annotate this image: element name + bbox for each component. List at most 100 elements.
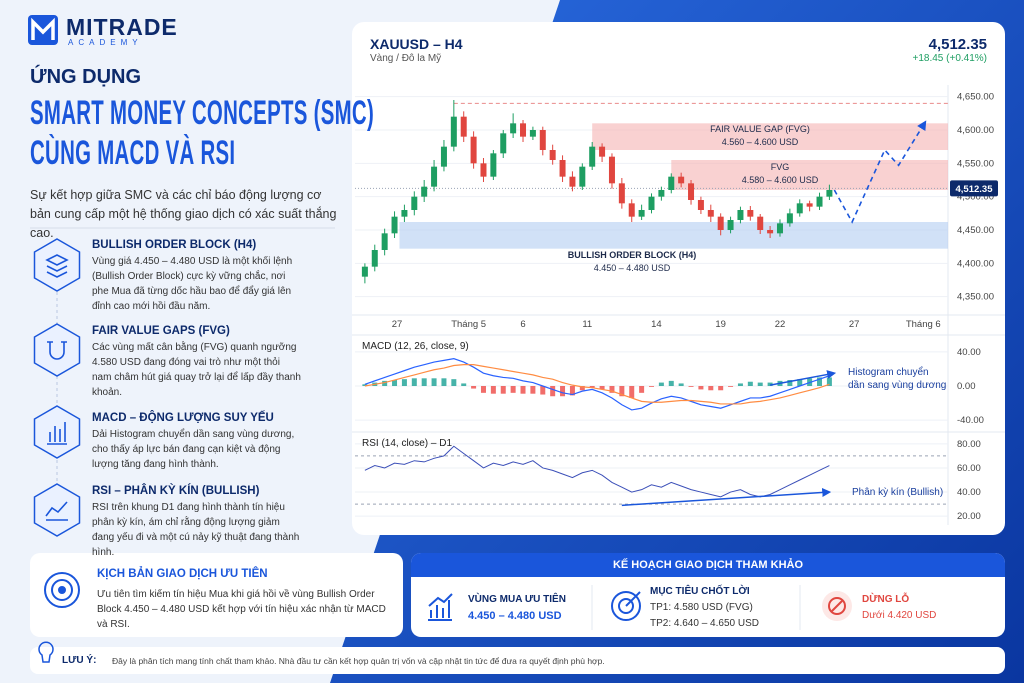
histogram-bar (787, 380, 793, 386)
scenario-text: Ưu tiên tìm kiếm tín hiệu Mua khi giá hồ… (97, 589, 386, 630)
candle-body (510, 123, 517, 134)
annotation-arrow (621, 488, 832, 507)
histogram-bar (579, 386, 585, 391)
plan-label: DỪNG LỖ (862, 594, 910, 605)
histogram-bar (362, 384, 368, 386)
histogram-bar (520, 386, 526, 394)
candle-body (490, 153, 497, 177)
candle-body (796, 203, 803, 214)
candle-body (786, 213, 793, 224)
candle-body (371, 250, 378, 267)
plan-title: KẾ HOẠCH GIAO DỊCH THAM KHẢO (612, 559, 804, 571)
candle-body (697, 200, 704, 210)
candle-body (440, 146, 447, 167)
histogram-bar (569, 386, 575, 396)
x-tick-label: 14 (651, 319, 662, 330)
candle-body (431, 166, 438, 187)
intro: Sự kết hợp giữa SMC và các chỉ báo động … (30, 188, 337, 240)
scenario-box (30, 553, 403, 637)
candle-body (688, 183, 695, 200)
candle-body (757, 216, 764, 230)
histogram-bar (678, 383, 684, 386)
histogram-bar (589, 386, 595, 388)
y-tick-label: 4,650.00 (957, 92, 994, 103)
price-change: +18.45 (+0.41%) (912, 53, 988, 64)
feature-title: FAIR VALUE GAPS (FVG) (92, 325, 230, 337)
x-tick-label: 27 (392, 319, 403, 330)
headline: SMART MONEY CONCEPTS (SMC) (30, 94, 375, 132)
candle-body (668, 176, 675, 190)
plan-label: MỤC TIÊU CHỐT LỜI (650, 586, 750, 597)
note-text: Đây là phân tích mang tính chất tham khả… (112, 656, 605, 666)
candle-body (776, 223, 783, 234)
candle-body (806, 203, 813, 207)
scenario-title: KỊCH BẢN GIAO DỊCH ƯU TIÊN (97, 568, 268, 580)
feature-title: BULLISH ORDER BLOCK (H4) (92, 239, 257, 251)
histogram-bar (826, 377, 832, 386)
histogram-bar (480, 386, 486, 393)
candle-body (500, 133, 507, 154)
stop-icon (822, 591, 852, 621)
price: 4,512.35 (928, 36, 987, 53)
zone-title: BULLISH ORDER BLOCK (H4) (568, 250, 697, 260)
x-tick-label: 27 (849, 319, 860, 330)
rsi-line (364, 445, 830, 498)
feature-text: Dải Histogram chuyển dần sang vùng dương… (92, 429, 295, 470)
price-tag (950, 180, 998, 197)
candle-body (707, 210, 714, 217)
zone (671, 160, 948, 190)
candle-body (529, 130, 536, 137)
zone-label: 4.450 – 4.480 USD (594, 263, 671, 273)
histogram-bar (757, 382, 763, 386)
histogram-bar (441, 378, 447, 386)
histogram-bar (431, 378, 437, 386)
histogram-bar (540, 386, 546, 395)
candle-body (401, 210, 408, 217)
chart-card (352, 22, 1005, 535)
histogram-bar (609, 386, 615, 393)
candle-body (767, 230, 774, 234)
plan-value: 4.450 – 4.480 USD (468, 610, 562, 622)
logo-name: MITRADE (66, 14, 178, 40)
panel-title: MACD (12, 26, close, 9) (362, 341, 469, 352)
histogram-bar (530, 386, 536, 394)
y-tick-label: 60.00 (957, 463, 981, 474)
feature-title: MACD – ĐỘNG LƯỢNG SUY YẾU (92, 412, 274, 424)
histogram-bar (550, 386, 556, 397)
candle-body (579, 166, 586, 187)
histogram-bar (471, 386, 477, 389)
kicker: ỨNG DỤNG (30, 66, 142, 88)
histogram-bar (560, 386, 566, 397)
y-tick-label: 40.00 (957, 347, 981, 358)
histogram-bar (451, 379, 457, 386)
histogram-bar (411, 378, 417, 386)
histogram-bar (708, 386, 714, 391)
y-tick-label: 20.00 (957, 511, 981, 522)
plan-icons (38, 572, 641, 663)
candle-body (450, 116, 457, 147)
histogram-bar (817, 377, 823, 386)
x-tick-label: Tháng 6 (906, 319, 941, 330)
histogram-bar (639, 386, 645, 393)
candle-body (747, 210, 754, 217)
y-tick-label: 4,600.00 (957, 125, 994, 136)
candle-body (520, 123, 527, 137)
candle-body (569, 176, 576, 187)
candle-body (470, 136, 477, 164)
plan-value: Dưới 4.420 USD (862, 610, 937, 621)
symbol: XAUUSD – H4 (370, 36, 463, 52)
candle-body (727, 220, 734, 230)
plan-value: TP2: 4.640 – 4.650 USD (650, 618, 759, 629)
histogram-bar (767, 382, 773, 386)
headline: CÙNG MACD VÀ RSI (30, 134, 236, 172)
histogram-bar (668, 380, 674, 386)
candle-body (589, 146, 596, 167)
candle-body (737, 210, 744, 220)
price-tag-label: 4,512.35 (956, 184, 994, 195)
feature-glyphs (45, 254, 69, 521)
x-tick-label: 22 (775, 319, 786, 330)
candle-body (678, 176, 685, 184)
histogram-bar (698, 386, 704, 390)
symbol-name: Vàng / Đô la Mỹ (370, 53, 442, 64)
